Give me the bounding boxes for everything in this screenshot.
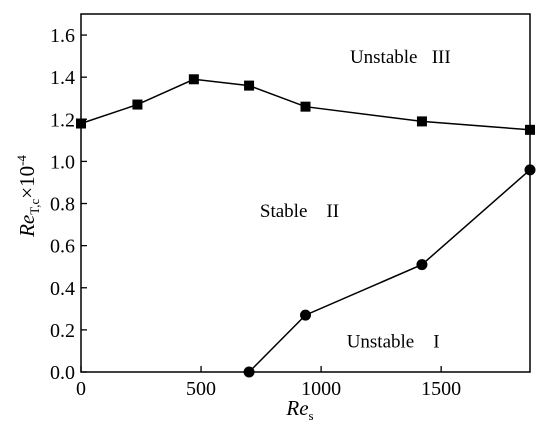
x-tick-label: 1500 bbox=[421, 378, 461, 400]
x-tick-label: 0 bbox=[76, 378, 86, 400]
region-label: Stable II bbox=[260, 201, 339, 222]
plot-frame bbox=[80, 13, 531, 373]
y-tick-label: 0.8 bbox=[50, 194, 75, 216]
x-axis-ticks: 0 500 1000 1500 bbox=[76, 366, 461, 400]
y-tick-label: 1.4 bbox=[50, 67, 75, 89]
y-tick-label: 0.2 bbox=[50, 320, 75, 342]
y-tick-label: 1.0 bbox=[50, 151, 75, 173]
data-point-circle bbox=[416, 259, 428, 271]
series-1 bbox=[76, 74, 535, 135]
data-point-square bbox=[132, 99, 143, 110]
y-axis-label: ReT,c×10-4 bbox=[14, 155, 42, 238]
series-2 bbox=[243, 164, 536, 378]
annotation-layer: Unstable III Stable II Unstable I bbox=[260, 47, 451, 352]
region-label: Unstable I bbox=[347, 331, 440, 352]
y-tick-label: 0.6 bbox=[50, 236, 75, 258]
series-line bbox=[248, 169, 531, 373]
data-point-square bbox=[188, 74, 199, 85]
data-point-square bbox=[244, 80, 255, 91]
data-point-circle bbox=[524, 164, 536, 176]
data-point-square bbox=[300, 101, 311, 112]
y-tick-label: 0.4 bbox=[50, 278, 75, 300]
x-tick-label: 500 bbox=[186, 378, 216, 400]
data-point-square bbox=[76, 118, 86, 129]
data-point-square bbox=[416, 116, 427, 127]
y-tick-label: 1.2 bbox=[50, 109, 75, 131]
data-point-circle bbox=[243, 366, 255, 378]
y-axis-ticks: 0.0 0.2 0.4 0.6 0.8 1.0 1.2 1.4 1.6 bbox=[50, 25, 87, 384]
data-point-circle bbox=[300, 309, 311, 321]
region-label: Unstable III bbox=[350, 47, 451, 68]
x-tick-label: 1000 bbox=[301, 378, 341, 400]
x-axis-label: Res bbox=[285, 396, 313, 423]
y-tick-label: 1.6 bbox=[50, 25, 75, 47]
series-layer bbox=[76, 74, 536, 378]
y-tick-label: 0.0 bbox=[50, 362, 75, 384]
data-point-square bbox=[525, 124, 535, 135]
